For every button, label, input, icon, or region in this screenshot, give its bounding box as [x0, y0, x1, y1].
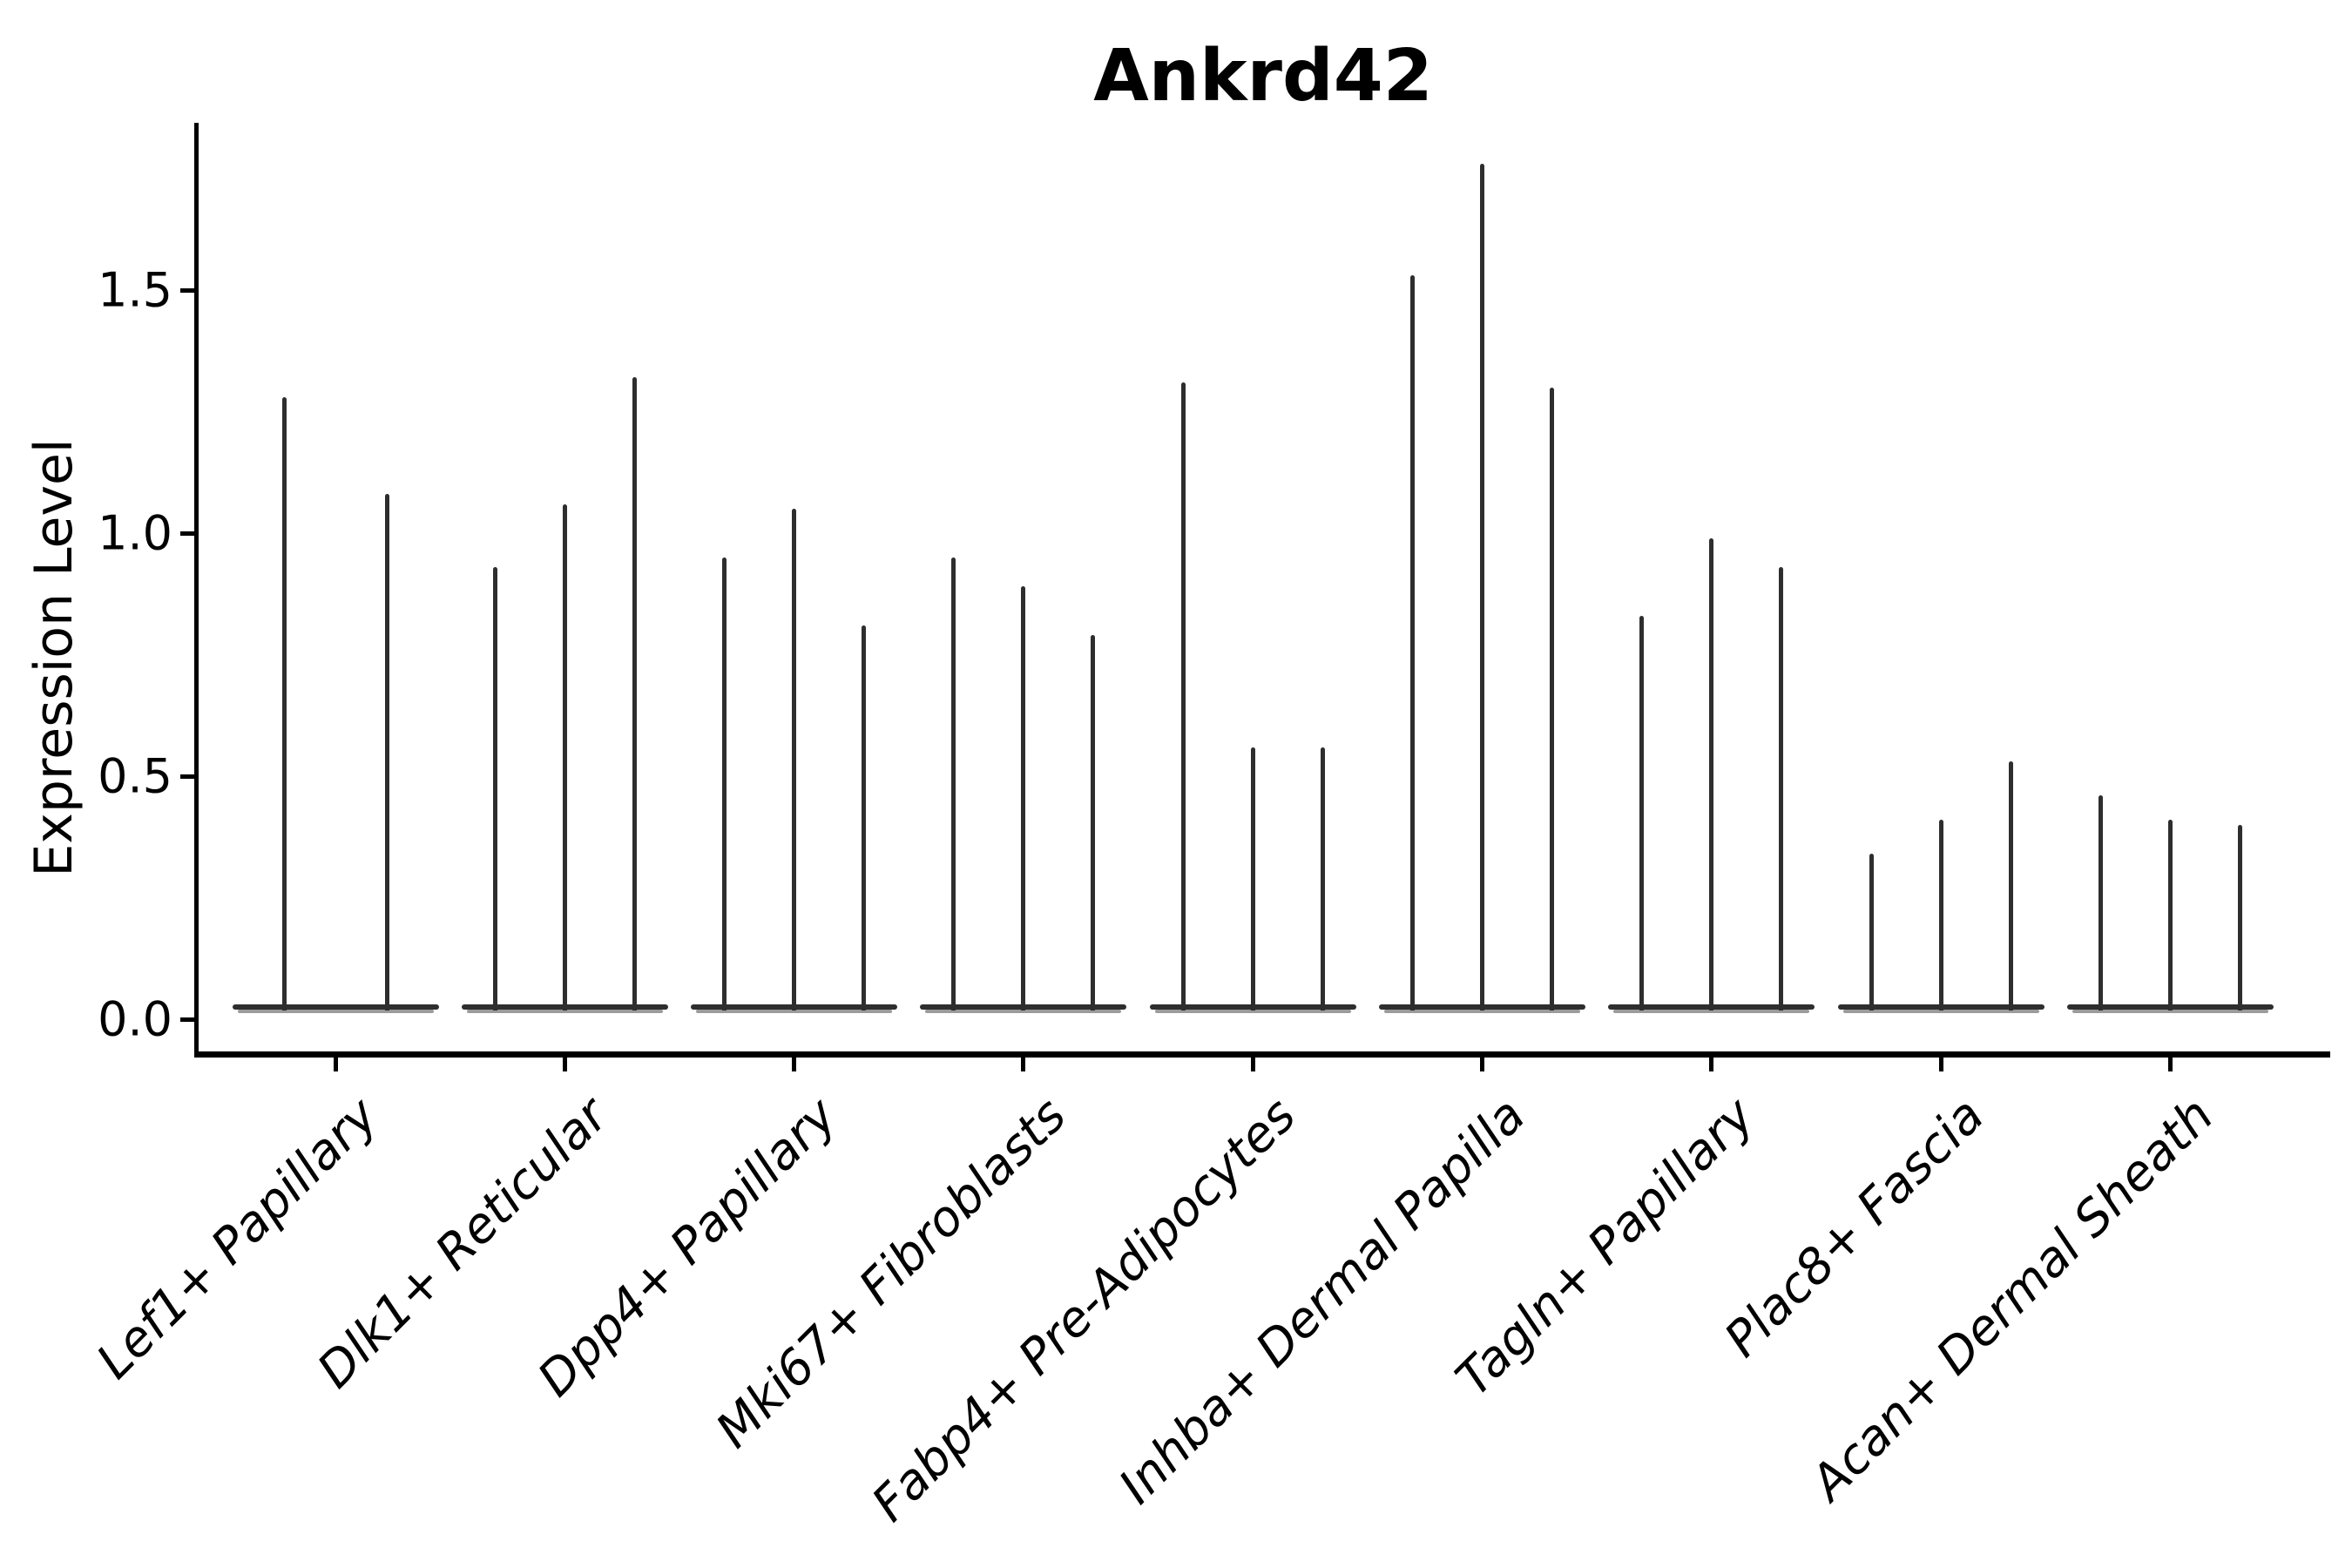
- violin-spike: [492, 567, 497, 1010]
- violin-spike: [281, 396, 287, 1010]
- y-tick-label: 1.0: [98, 505, 172, 561]
- x-tick-mark: [333, 1058, 338, 1071]
- y-tick-mark: [180, 1017, 194, 1022]
- y-tick-label: 0.5: [98, 748, 172, 804]
- violin-spike: [1938, 820, 1943, 1010]
- violin-zero-bulge: [232, 1004, 439, 1010]
- x-tick-mark: [792, 1058, 797, 1071]
- violin-spike: [1410, 275, 1415, 1010]
- violin-spike: [1180, 382, 1186, 1010]
- violin-zero-bulge-underside: [466, 1010, 663, 1013]
- violin-spike: [1550, 387, 1554, 1010]
- x-tick-label: Fabp4+ Pre-Adipocytes: [861, 1087, 1308, 1533]
- violin-spike: [384, 494, 389, 1010]
- x-tick-label: Acan+ Dermal Sheath: [1800, 1087, 2225, 1511]
- violin-spike: [1250, 747, 1255, 1010]
- violin-zero-bulge-underside: [925, 1010, 1122, 1013]
- violin-zero-bulge-underside: [696, 1010, 893, 1013]
- violin-spike: [2098, 795, 2103, 1010]
- violin-spike: [1320, 747, 1325, 1010]
- violin-zero-bulge-underside: [2072, 1010, 2268, 1013]
- violin-spike: [2167, 820, 2173, 1010]
- violin-zero-bulge-underside: [1842, 1010, 2039, 1013]
- chart-title: Ankrd42: [1093, 35, 1433, 118]
- y-tick-mark: [180, 774, 194, 779]
- violin-spike: [1480, 163, 1484, 1010]
- x-tick-mark: [2167, 1058, 2173, 1071]
- violin-spike: [951, 557, 956, 1010]
- x-tick-mark: [1938, 1058, 1943, 1071]
- violin-spike: [1779, 567, 1784, 1010]
- violin-zero-bulge-underside: [1384, 1010, 1580, 1013]
- violin-spike: [1869, 854, 1874, 1010]
- y-tick-label: 0.0: [98, 991, 172, 1047]
- violin-zero-bulge-underside: [1154, 1010, 1351, 1013]
- x-tick-mark: [1021, 1058, 1026, 1071]
- x-tick-mark: [1709, 1058, 1714, 1071]
- violin-spike: [1709, 537, 1714, 1010]
- x-tick-mark: [562, 1058, 567, 1071]
- violin-spike: [562, 504, 567, 1010]
- violin-spike: [1091, 635, 1096, 1010]
- x-tick-mark: [1480, 1058, 1484, 1071]
- x-tick-mark: [1250, 1058, 1255, 1071]
- x-tick-label: Inhba+ Dermal Papilla: [1108, 1087, 1537, 1516]
- violin-spike: [722, 557, 727, 1010]
- violin-spike: [792, 509, 797, 1010]
- y-tick-mark: [180, 531, 194, 536]
- x-axis-spine: [194, 1051, 2330, 1058]
- y-axis-spine: [194, 123, 199, 1058]
- violin-zero-bulge-underside: [237, 1010, 434, 1013]
- violin-spike: [632, 377, 637, 1010]
- y-tick-mark: [180, 287, 194, 293]
- violin-spike: [2237, 824, 2242, 1010]
- violin-zero-bulge-underside: [1613, 1010, 1810, 1013]
- violin-spike: [2008, 761, 2013, 1010]
- violin-spike: [1639, 615, 1645, 1010]
- violin-spike: [1021, 586, 1026, 1010]
- y-axis-label: Expression Level: [24, 438, 84, 877]
- y-tick-label: 1.5: [98, 262, 172, 318]
- violin-spike: [862, 625, 867, 1010]
